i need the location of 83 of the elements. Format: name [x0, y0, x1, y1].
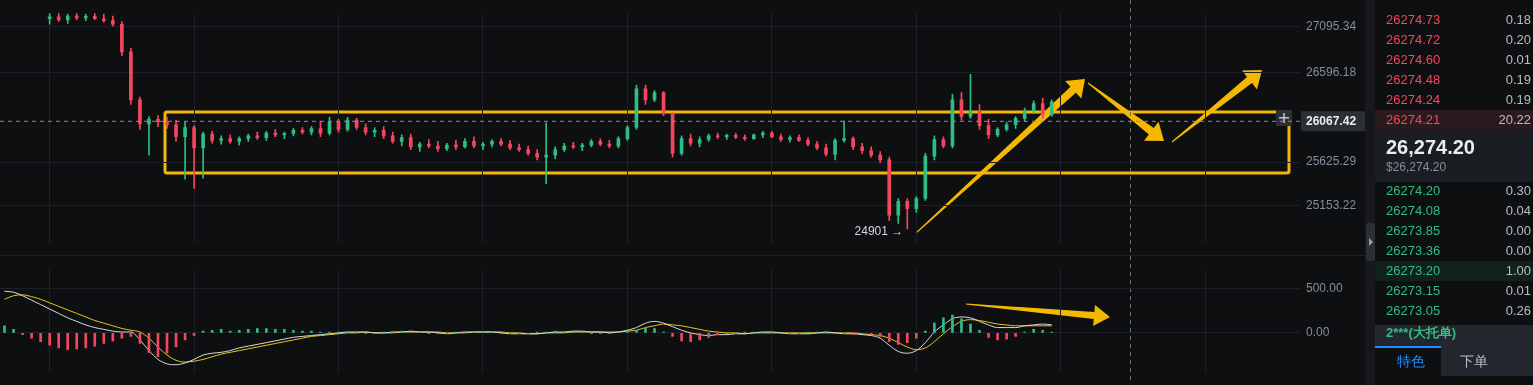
text: 0.01 [1505, 51, 1531, 69]
bar [905, 333, 909, 343]
text: 0.20 [1505, 31, 1531, 49]
text: $26,274.20 [1386, 159, 1447, 176]
y-tick-label: 25625.29 [1306, 154, 1357, 169]
bar [933, 322, 936, 333]
bar [896, 333, 900, 345]
text: 0.19 [1505, 91, 1531, 109]
annotation: 24901 → [854, 224, 904, 239]
text: 26273.20 [1386, 262, 1441, 280]
text: 26273.36 [1386, 242, 1441, 260]
bar [689, 333, 692, 343]
text: 26273.85 [1386, 222, 1441, 240]
bar [246, 329, 250, 333]
bar [653, 328, 656, 333]
text: 26273.15 [1386, 282, 1441, 300]
bar [283, 329, 286, 333]
bar [987, 333, 990, 338]
bar [1041, 329, 1045, 333]
text: 26,274.20 [1386, 135, 1475, 160]
text: 0.01 [1505, 282, 1531, 300]
bar [12, 329, 15, 333]
text: 0.04 [1505, 202, 1531, 220]
bar [969, 323, 972, 333]
y-tick-label: 27095.34 [1306, 18, 1357, 33]
bar [93, 333, 97, 347]
bar [942, 317, 945, 333]
bar [219, 329, 223, 333]
bar [39, 333, 42, 343]
bar [978, 329, 981, 333]
text: 2***(大托单) [1386, 324, 1457, 342]
bar [66, 333, 70, 351]
bar [30, 333, 33, 339]
bar [102, 333, 106, 344]
text: 特色 [1397, 352, 1425, 370]
bar [887, 333, 891, 343]
bar [707, 333, 711, 338]
y-tick-label: 26596.18 [1306, 64, 1357, 79]
ref-line-label: 26067.42 [1306, 113, 1357, 128]
text: 26274.20 [1386, 182, 1441, 200]
text: 0.00 [1505, 222, 1531, 240]
bar [914, 333, 918, 339]
bar [57, 333, 61, 349]
bar [84, 333, 88, 349]
text: 26274.48 [1386, 71, 1441, 89]
text: 0.30 [1505, 182, 1531, 200]
text: 下单 [1460, 352, 1488, 370]
bar [960, 318, 963, 333]
bar [996, 333, 999, 341]
text: 1.00 [1505, 262, 1531, 280]
y-tick-label: 500.00 [1306, 280, 1344, 295]
bar [680, 333, 683, 342]
bar [292, 329, 295, 333]
bar [1005, 333, 1008, 340]
bar [951, 314, 954, 333]
text: 26274.08 [1386, 202, 1441, 220]
bar [644, 327, 647, 333]
bar [671, 333, 674, 337]
bar [255, 328, 259, 333]
bar [48, 333, 51, 346]
text: 0.00 [1505, 242, 1531, 260]
bar [1014, 333, 1017, 337]
text: 26273.05 [1386, 302, 1441, 320]
text: 26274.60 [1386, 51, 1441, 69]
bar [3, 325, 6, 333]
text: 0.18 [1505, 11, 1531, 29]
bar [1032, 329, 1036, 333]
bar [237, 329, 241, 333]
y-tick-label: 25153.22 [1306, 197, 1357, 212]
y-tick-label: 0.00 [1306, 325, 1330, 340]
text: 26274.21 [1386, 111, 1441, 129]
text: 26274.72 [1386, 31, 1441, 49]
bar [698, 333, 701, 341]
bar [635, 329, 638, 333]
bar [75, 333, 79, 350]
text: 26274.73 [1386, 11, 1441, 29]
bar [264, 328, 268, 333]
text: 0.19 [1505, 71, 1531, 89]
text: 26274.24 [1386, 91, 1441, 109]
text: 20.22 [1498, 111, 1531, 129]
text: 0.26 [1505, 302, 1531, 320]
bar [878, 333, 882, 337]
bar [274, 329, 277, 333]
